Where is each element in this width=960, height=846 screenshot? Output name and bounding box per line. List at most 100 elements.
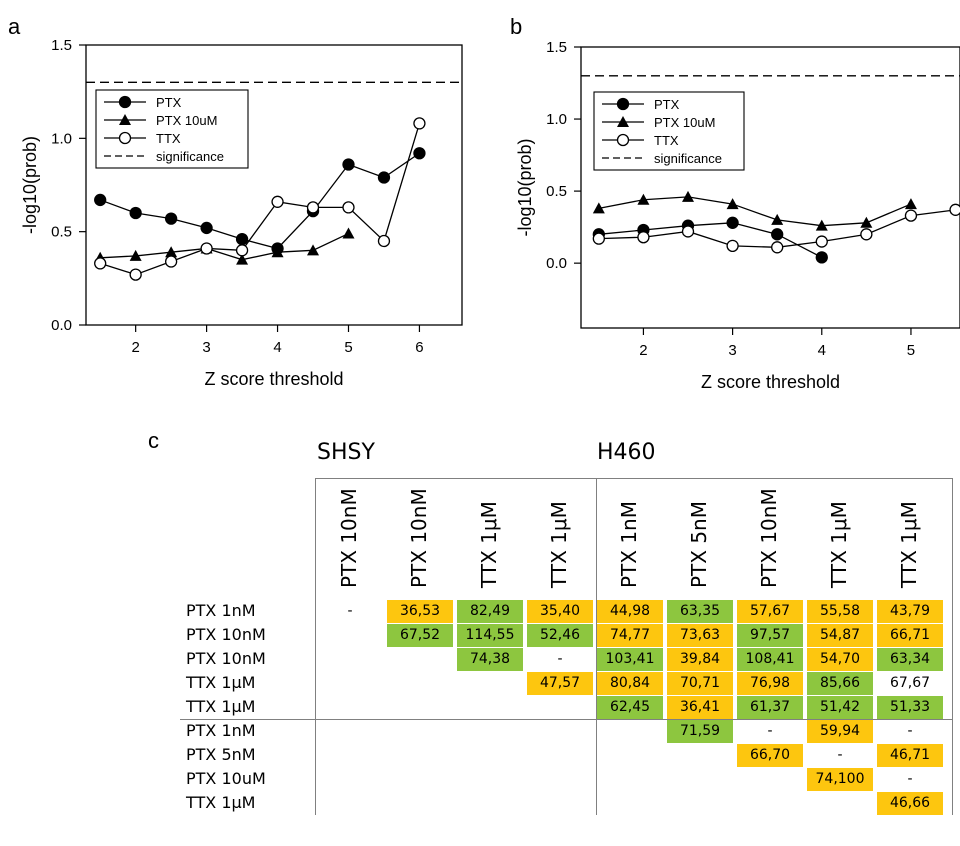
heatmap-column-header-label: PTX 10nM (757, 488, 781, 588)
chart-a-xtick-label: 4 (273, 339, 281, 356)
chart-b-series-line-ptx (598, 222, 823, 258)
chart-a-point-ttx (235, 244, 249, 257)
chart-a-legend-marker (118, 95, 132, 109)
heatmap-cell: 46,71 (877, 744, 943, 767)
heatmap-row-label: TTX 1μM (186, 673, 256, 692)
chart-a-xtick-label: 6 (415, 339, 423, 356)
chart-b-point-ptx-10um (860, 216, 873, 228)
chart-a-point-ptx-10um (307, 244, 320, 256)
heatmap-column-header-label: PTX 10nM (407, 488, 431, 588)
heatmap-cell: 103,41 (597, 648, 663, 671)
chart-a-legend-marker (118, 131, 132, 145)
heatmap-column-header-label: PTX 10nM (337, 488, 361, 588)
heatmap-column-header: TTX 1μM (883, 480, 939, 596)
chart-b-ytick-label: 1.0 (546, 111, 567, 128)
chart-a-point-ptx-10um (165, 246, 178, 258)
heatmap-cell: 67,67 (877, 672, 943, 695)
heatmap-table: SHSY H460 PTX 10nM PTX 10nM TTX 1μM TTX 1μM PT… (180, 440, 953, 815)
chart-b-point-ptx (771, 228, 784, 241)
heatmap-row: PTX 1nM - 36,53 82,49 35,40 44,98 63,35 57,67 55… (180, 599, 953, 623)
heatmap-column-header: PTX 1nM (603, 480, 659, 596)
heatmap-column-header-label: PTX 1nM (617, 501, 641, 588)
heatmap-cell: 74,38 (457, 648, 523, 671)
chart-b-frame (580, 46, 960, 329)
chart-a-xtick-label: 5 (344, 339, 352, 356)
heatmap-cell: 47,57 (527, 672, 593, 695)
chart-a-legend-entry: PTX (156, 95, 182, 110)
chart-a-point-ttx (342, 201, 355, 214)
chart-a-point-ttx (271, 195, 284, 208)
chart-a-frame (85, 44, 463, 326)
heatmap-cell: 44,98 (597, 600, 663, 623)
chart-b-legend-marker (616, 97, 630, 111)
chart-b-point-ttx (726, 239, 739, 253)
chart-a-point-ptx (164, 212, 178, 225)
heatmap-cell: 82,49 (457, 600, 523, 623)
line-chart-b: 2 3 4 5 0.0 0.5 1.0 1.5 Z score threshold -log10(… (515, 39, 960, 392)
chart-a-point-ptx (94, 193, 107, 207)
heatmap-column-header-label: TTX 1μM (547, 501, 571, 588)
heatmap-cell: 36,41 (667, 696, 733, 719)
heatmap-cell: 51,42 (807, 696, 873, 719)
chart-b-legend-marker (617, 116, 629, 127)
chart-b-point-ttx (637, 231, 650, 244)
chart-a-ytick-label: 1.5 (51, 37, 72, 54)
chart-b-point-ttx (592, 232, 605, 245)
heatmap-row: TTX 1μM 62,45 36,41 61,37 51,42 51,33 (180, 695, 953, 719)
heatmap-cell: 54,70 (807, 648, 873, 671)
chart-a-point-ttx (377, 234, 391, 248)
chart-b-x-axis-label: Z score threshold (701, 372, 840, 392)
heatmap-cell: 54,87 (807, 624, 873, 647)
chart-a-ytick-label: 0.0 (51, 317, 72, 334)
heatmap-cell: 67,52 (387, 624, 453, 647)
heatmap-cell: 66,70 (737, 744, 803, 767)
chart-b-point-ptx-10um (726, 198, 739, 210)
chart-a-point-ttx (306, 201, 320, 214)
chart-a-point-ptx (413, 147, 426, 160)
chart-a-point-ptx (377, 171, 391, 184)
heatmap-cell: 59,94 (807, 720, 873, 743)
heatmap-column-header: PTX 10nM (323, 480, 379, 596)
chart-a-point-ptx-10um (129, 249, 142, 261)
chart-b-point-ptx-10um (815, 219, 828, 231)
heatmap-cell: 46,66 (877, 792, 943, 815)
heatmap-cell: 108,41 (737, 648, 803, 671)
heatmap-row: PTX 10uM 74,100- (180, 767, 953, 791)
chart-a-ytick-label: 1.0 (51, 130, 72, 147)
heatmap-row: TTX 1μM 46,66 (180, 791, 953, 815)
chart-a-point-ptx (200, 221, 213, 235)
chart-b-point-ptx-10um (637, 193, 650, 205)
heatmap-column-header: PTX 10nM (393, 480, 449, 596)
heatmap-cell: 57,67 (737, 600, 803, 623)
chart-b-xtick-label: 5 (907, 342, 915, 359)
heatmap-cell: 55,58 (807, 600, 873, 623)
heatmap-group-shsy: SHSY (317, 440, 375, 465)
chart-b-xtick-label: 2 (639, 342, 647, 359)
heatmap-cell: 71,59 (667, 720, 733, 743)
chart-a-point-ptx (342, 158, 355, 171)
heatmap-row-label: TTX 1μM (186, 697, 256, 716)
chart-a-legend-entry: PTX 10uM (156, 113, 217, 128)
chart-b-legend-entry: TTX (654, 133, 679, 148)
heatmap-cell: 97,57 (737, 624, 803, 647)
heatmap-row-label: PTX 5nM (186, 745, 256, 764)
chart-b-legend-entry: significance (654, 151, 722, 166)
heatmap-cell: 85,66 (807, 672, 873, 695)
line-chart-a: 2 3 4 5 6 0.0 0.5 1.0 1.5 Z score threshold -log10… (20, 37, 463, 389)
heatmap-row-label: PTX 1nM (186, 721, 256, 740)
heatmap-cell: 51,33 (877, 696, 943, 719)
heatmap-cell: 114,55 (457, 624, 523, 647)
heatmap-cell: 36,53 (387, 600, 453, 623)
heatmap-column-header-label: TTX 1μM (827, 501, 851, 588)
chart-b-point-ttx (771, 241, 784, 254)
chart-a-series-line-ttx (99, 123, 421, 276)
chart-a-x-axis-label: Z score threshold (204, 369, 343, 389)
chart-b-point-ttx (815, 235, 828, 248)
chart-b-point-ttx (681, 225, 695, 238)
heatmap-column-header: PTX 5nM (673, 480, 729, 596)
heatmap-column-header: TTX 1μM (533, 480, 589, 596)
heatmap-column-header: PTX 10nM (743, 480, 799, 596)
chart-a-xtick-label: 2 (131, 339, 139, 356)
heatmap-cell: 63,34 (877, 648, 943, 671)
heatmap-cell: 66,71 (877, 624, 943, 647)
